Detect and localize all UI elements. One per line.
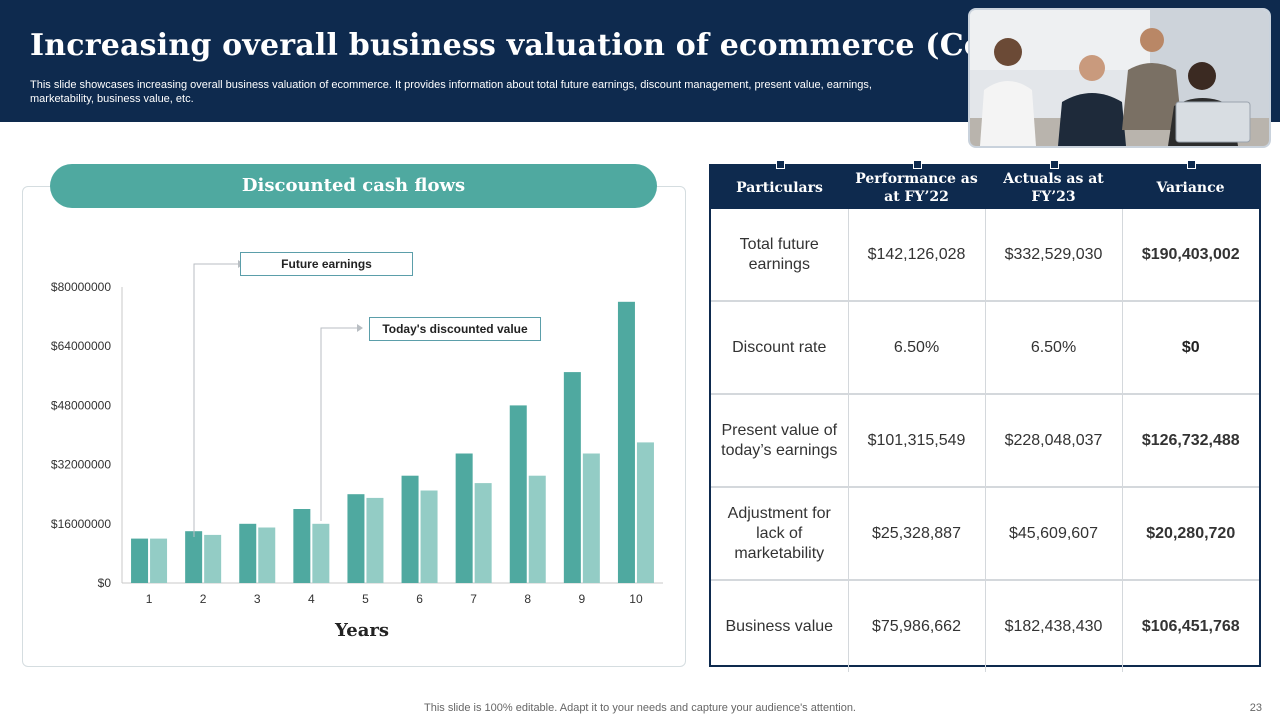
actual-cell: $182,438,430 — [985, 580, 1123, 672]
table-header-marker — [1050, 160, 1059, 169]
performance-cell: $101,315,549 — [848, 394, 986, 488]
slide-title: Increasing overall business valuation of… — [30, 28, 1067, 63]
particular-cell: Business value — [711, 580, 849, 672]
header-performance: Performance as at FY’22 — [848, 166, 985, 209]
actual-cell: $45,609,607 — [985, 487, 1123, 581]
actual-cell: $332,529,030 — [985, 209, 1123, 302]
table-header-marker — [1187, 160, 1196, 169]
particular-cell: Total future earnings — [711, 209, 849, 302]
variance-cell: $190,403,002 — [1122, 209, 1259, 302]
header-variance: Variance — [1122, 166, 1259, 209]
footer-note: This slide is 100% editable. Adapt it to… — [424, 702, 856, 714]
performance-cell: $25,328,887 — [848, 487, 986, 581]
table-row: Business value $75,986,662 $182,438,430 … — [711, 580, 1259, 672]
variance-cell: $0 — [1122, 301, 1259, 395]
variance-cell: $20,280,720 — [1122, 487, 1259, 581]
variance-cell: $126,732,488 — [1122, 394, 1259, 488]
table-header-row: Particulars Performance as at FY’22 Actu… — [711, 166, 1259, 209]
table-row: Discount rate 6.50% 6.50% $0 — [711, 301, 1259, 395]
table-row: Total future earnings $142,126,028 $332,… — [711, 209, 1259, 302]
particular-cell: Present value of today’s earnings — [711, 394, 849, 488]
table-header-marker — [776, 160, 785, 169]
particular-cell: Discount rate — [711, 301, 849, 395]
header-particulars: Particulars — [711, 166, 848, 209]
actual-cell: 6.50% — [985, 301, 1123, 395]
performance-cell: 6.50% — [848, 301, 986, 395]
header-actuals: Actuals as at FY’23 — [985, 166, 1122, 209]
particular-cell: Adjustment for lack of marketability — [711, 487, 849, 581]
chart-heading: Discounted cash flows — [50, 164, 657, 208]
performance-cell: $142,126,028 — [848, 209, 986, 302]
table-row: Adjustment for lack of marketability $25… — [711, 487, 1259, 581]
callout-discounted-value: Today's discounted value — [369, 317, 541, 341]
actual-cell: $228,048,037 — [985, 394, 1123, 488]
slide-subtitle: This slide showcases increasing overall … — [30, 79, 872, 105]
valuation-table: Particulars Performance as at FY’22 Actu… — [709, 164, 1261, 672]
table-header-marker — [913, 160, 922, 169]
team-photo — [968, 8, 1271, 148]
page-number: 23 — [1249, 702, 1262, 714]
table-row: Present value of today’s earnings $101,3… — [711, 394, 1259, 488]
callout-future-earnings: Future earnings — [240, 252, 413, 276]
variance-cell: $106,451,768 — [1141, 617, 1240, 635]
performance-cell: $75,986,662 — [848, 580, 986, 672]
